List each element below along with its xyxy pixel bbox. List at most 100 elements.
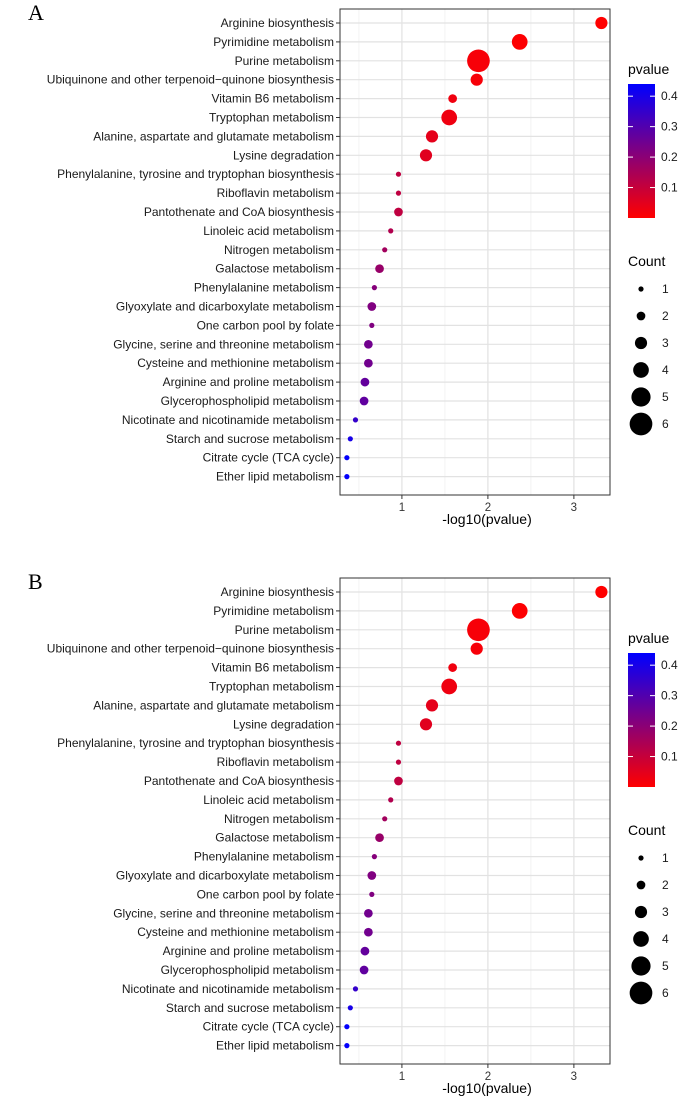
category-label: Citrate cycle (TCA cycle) — [203, 1020, 334, 1034]
data-point — [347, 1005, 353, 1011]
data-point — [344, 1024, 350, 1030]
data-point — [364, 339, 373, 349]
category-label: Pyrimidine metabolism — [213, 35, 334, 49]
x-tick-label: 3 — [571, 502, 577, 514]
data-point — [359, 965, 369, 975]
category-label: Alanine, aspartate and glutamate metabol… — [93, 129, 334, 143]
category-label: Glyoxylate and dicarboxylate metabolism — [116, 869, 334, 883]
category-label: Glycine, serine and threonine metabolism — [113, 337, 334, 351]
data-point — [352, 417, 359, 423]
count-legend-label: 5 — [662, 959, 669, 973]
data-point — [419, 149, 433, 162]
data-point — [364, 908, 373, 918]
category-label: Starch and sucrose metabolism — [166, 1001, 334, 1015]
category-label: Phenylalanine, tyrosine and tryptophan b… — [57, 167, 334, 181]
category-label: Galactose metabolism — [215, 831, 334, 845]
count-legend-label: 3 — [662, 336, 669, 350]
x-tick-label: 1 — [399, 502, 405, 514]
category-label: Phenylalanine metabolism — [194, 850, 334, 864]
data-point — [359, 396, 369, 406]
data-point — [371, 854, 377, 860]
count-legend-label: 2 — [662, 878, 669, 892]
category-label: Glyoxylate and dicarboxylate metabolism — [116, 300, 334, 314]
category-label: Ubiquinone and other terpenoid−quinone b… — [47, 73, 334, 87]
category-label: Alanine, aspartate and glutamate metabol… — [93, 698, 334, 712]
category-label: Ether lipid metabolism — [216, 470, 334, 484]
category-label: Galactose metabolism — [215, 262, 334, 276]
category-label: Pyrimidine metabolism — [213, 604, 334, 618]
data-point — [441, 678, 458, 695]
category-label: One carbon pool by folate — [197, 887, 335, 901]
count-legend-dot — [634, 336, 648, 350]
data-point — [511, 34, 528, 50]
data-point — [360, 377, 370, 387]
data-point — [441, 109, 458, 126]
count-legend-dot — [631, 387, 651, 407]
count-legend-dot — [633, 362, 649, 378]
data-point — [470, 73, 483, 86]
data-point — [371, 285, 377, 291]
category-label: Lysine degradation — [233, 148, 334, 162]
data-point — [395, 759, 402, 765]
count-legend-title-b: Count — [628, 822, 665, 838]
category-label: One carbon pool by folate — [197, 318, 335, 332]
category-label: Arginine and proline metabolism — [163, 375, 334, 389]
panel-letter-b: B — [28, 569, 43, 594]
count-legend-label: 3 — [662, 905, 669, 919]
data-point — [347, 436, 353, 442]
category-label: Linoleic acid metabolism — [203, 224, 334, 238]
data-point — [344, 474, 350, 480]
colorbar-tick-label: 0.2 — [661, 150, 678, 164]
data-point — [352, 986, 359, 992]
data-point — [425, 699, 439, 712]
data-point — [448, 663, 457, 672]
category-label: Purine metabolism — [235, 623, 334, 637]
category-label: Ubiquinone and other terpenoid−quinone b… — [47, 642, 334, 656]
category-label: Purine metabolism — [235, 54, 334, 68]
colorbar-tick-label: 0.3 — [661, 120, 678, 134]
count-legend-dot — [638, 855, 644, 861]
data-point — [375, 264, 384, 274]
data-point — [467, 618, 490, 642]
count-legend-dot — [636, 311, 646, 321]
count-legend-dot — [634, 905, 648, 919]
category-label: Cysteine and methionine metabolism — [137, 356, 334, 370]
data-point — [394, 776, 403, 786]
category-label: Phenylalanine, tyrosine and tryptophan b… — [57, 736, 334, 750]
data-point — [382, 247, 388, 253]
colorbar-tick-label: 0.2 — [661, 719, 678, 733]
category-label: Tryptophan metabolism — [209, 680, 334, 694]
x-tick-label: 2 — [485, 1071, 491, 1083]
data-point — [448, 94, 457, 103]
category-label: Tryptophan metabolism — [209, 111, 334, 125]
category-label: Lysine degradation — [233, 717, 334, 731]
x-tick-label: 1 — [399, 1071, 405, 1083]
category-label: Arginine and proline metabolism — [163, 944, 334, 958]
colorbar-tick-label: 0.1 — [661, 181, 678, 195]
x-axis-title-b: -log10(pvalue) — [442, 1080, 532, 1096]
count-legend-dot — [636, 880, 646, 890]
category-label: Nicotinate and nicotinamide metabolism — [122, 413, 334, 427]
category-label: Phenylalanine metabolism — [194, 281, 334, 295]
count-legend-dot — [629, 412, 653, 436]
category-label: Vitamin B6 metabolism — [212, 661, 335, 675]
category-label: Cysteine and methionine metabolism — [137, 925, 334, 939]
colorbar-tick-label: 0.3 — [661, 689, 678, 703]
dot-plot-a: A 1 2 3 Arginine biosynthesis Pyrimidine met… — [28, 0, 678, 527]
data-point — [382, 816, 388, 822]
pvalue-colorbar — [628, 653, 655, 787]
category-label: Nicotinate and nicotinamide metabolism — [122, 982, 334, 996]
colorbar-tick-label: 0.1 — [661, 750, 678, 764]
colorbar-tick-label: 0.4 — [661, 89, 678, 103]
category-label: Nitrogen metabolism — [224, 812, 334, 826]
dot-plot-b: B 1 2 3 Arginine biosynthesis Pyrimidine met… — [28, 569, 678, 1096]
category-label: Glycerophospholipid metabolism — [161, 963, 334, 977]
data-point — [369, 322, 375, 328]
data-point — [425, 130, 439, 143]
data-point — [467, 49, 490, 73]
category-label: Pantothenate and CoA biosynthesis — [144, 774, 334, 788]
category-label: Glycine, serine and threonine metabolism — [113, 906, 334, 920]
category-label: Arginine biosynthesis — [221, 585, 334, 599]
category-label: Pantothenate and CoA biosynthesis — [144, 205, 334, 219]
count-legend-dot — [629, 981, 653, 1005]
